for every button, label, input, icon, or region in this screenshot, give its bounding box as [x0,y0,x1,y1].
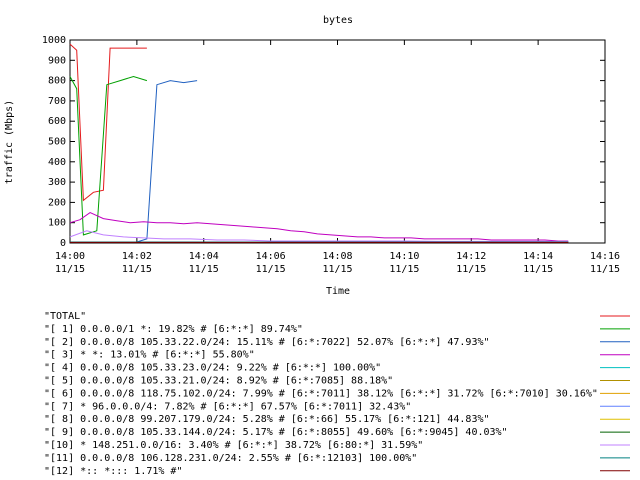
y-tick-label: 900 [48,55,66,66]
x-tick-label-time: 14:10 [389,251,419,262]
legend-label: "TOTAL" [44,311,86,322]
y-tick-label: 800 [48,76,66,87]
y-tick-label: 0 [60,238,66,249]
x-tick-label-date: 11/15 [322,264,352,275]
legend-label: "[ 7] * 96.0.0.0/4: 7.82% # [6:*:*] 67.5… [44,401,411,412]
series-line [69,230,569,242]
x-tick-label-date: 11/15 [523,264,553,275]
chart-title: bytes [323,15,353,26]
legend-label: "[ 3] * *: 13.01% # [6:*:*] 55.80%" [44,350,255,361]
x-tick-label-time: 14:08 [322,251,352,262]
series-line [69,212,569,242]
plot-frame [69,39,606,244]
x-tick-label-date: 11/15 [389,264,419,275]
series-line [70,80,198,243]
legend-label: "[10] * 148.251.0.0/16: 3.40% # [6:*:*] … [44,440,423,451]
x-tick-label-time: 14:14 [523,251,553,262]
y-ticks: 0 100 200 300 400 500 600 700 800 900 1000 [42,35,605,249]
series-lines [69,43,569,243]
legend-label: "[ 4] 0.0.0.0/8 105.33.23.0/24: 9.22% # … [44,363,381,374]
y-tick-label: 200 [48,197,66,208]
legend-label: "[ 6] 0.0.0.0/8 118.75.102.0/24: 7.99% #… [44,388,598,399]
legend-label: "[ 2] 0.0.0.0/8 105.33.22.0/24: 15.11% #… [44,337,490,348]
x-tick-label-date: 11/15 [122,264,152,275]
x-tick-label-time: 14:06 [256,251,286,262]
y-tick-label: 700 [48,96,66,107]
x-tick-label-time: 14:12 [456,251,486,262]
legend-label: "[11] 0.0.0.0/8 106.128.231.0/24: 2.55% … [44,453,417,464]
plot-border [69,39,606,244]
legend-label: "[12] *:: *::: 1.71% #" [44,466,182,477]
x-tick-label-time: 14:02 [122,251,152,262]
y-tick-label: 500 [48,137,66,148]
x-tick-label-date: 11/15 [55,264,85,275]
legend-label: "[ 8] 0.0.0.0/8 99.207.179.0/24: 5.28% #… [44,414,490,425]
y-tick-label: 100 [48,218,66,229]
x-tick-label-time: 14:16 [590,251,620,262]
y-tick-label: 600 [48,116,66,127]
x-tick-label-date: 11/15 [590,264,620,275]
legend-label: "[ 9] 0.0.0.0/8 105.33.144.0/24: 5.17% #… [44,427,508,438]
x-axis-label: Time [326,286,350,297]
x-tick-label-time: 14:04 [189,251,219,262]
y-axis-label: traffic (Mbps) [4,100,15,184]
series-line [69,75,148,236]
series-line [69,43,147,202]
x-tick-label-date: 11/15 [256,264,286,275]
x-tick-label-date: 11/15 [189,264,219,275]
legend-label: "[ 1] 0.0.0.0/1 *: 19.82% # [6:*:*] 89.7… [44,324,303,335]
legend-label: "[ 5] 0.0.0.0/8 105.33.21.0/24: 8.92% # … [44,376,393,387]
y-tick-label: 400 [48,157,66,168]
legend: "TOTAL" "[ 1] 0.0.0.0/1 *: 19.82% # [6:*:… [44,311,630,477]
x-tick-label-time: 14:00 [55,251,85,262]
x-ticks: 14:00 11/15 14:02 11/15 14:04 11/15 14:06 11/15… [55,40,620,275]
x-tick-label-date: 11/15 [456,264,486,275]
y-tick-label: 1000 [42,35,66,46]
y-tick-label: 300 [48,177,66,188]
